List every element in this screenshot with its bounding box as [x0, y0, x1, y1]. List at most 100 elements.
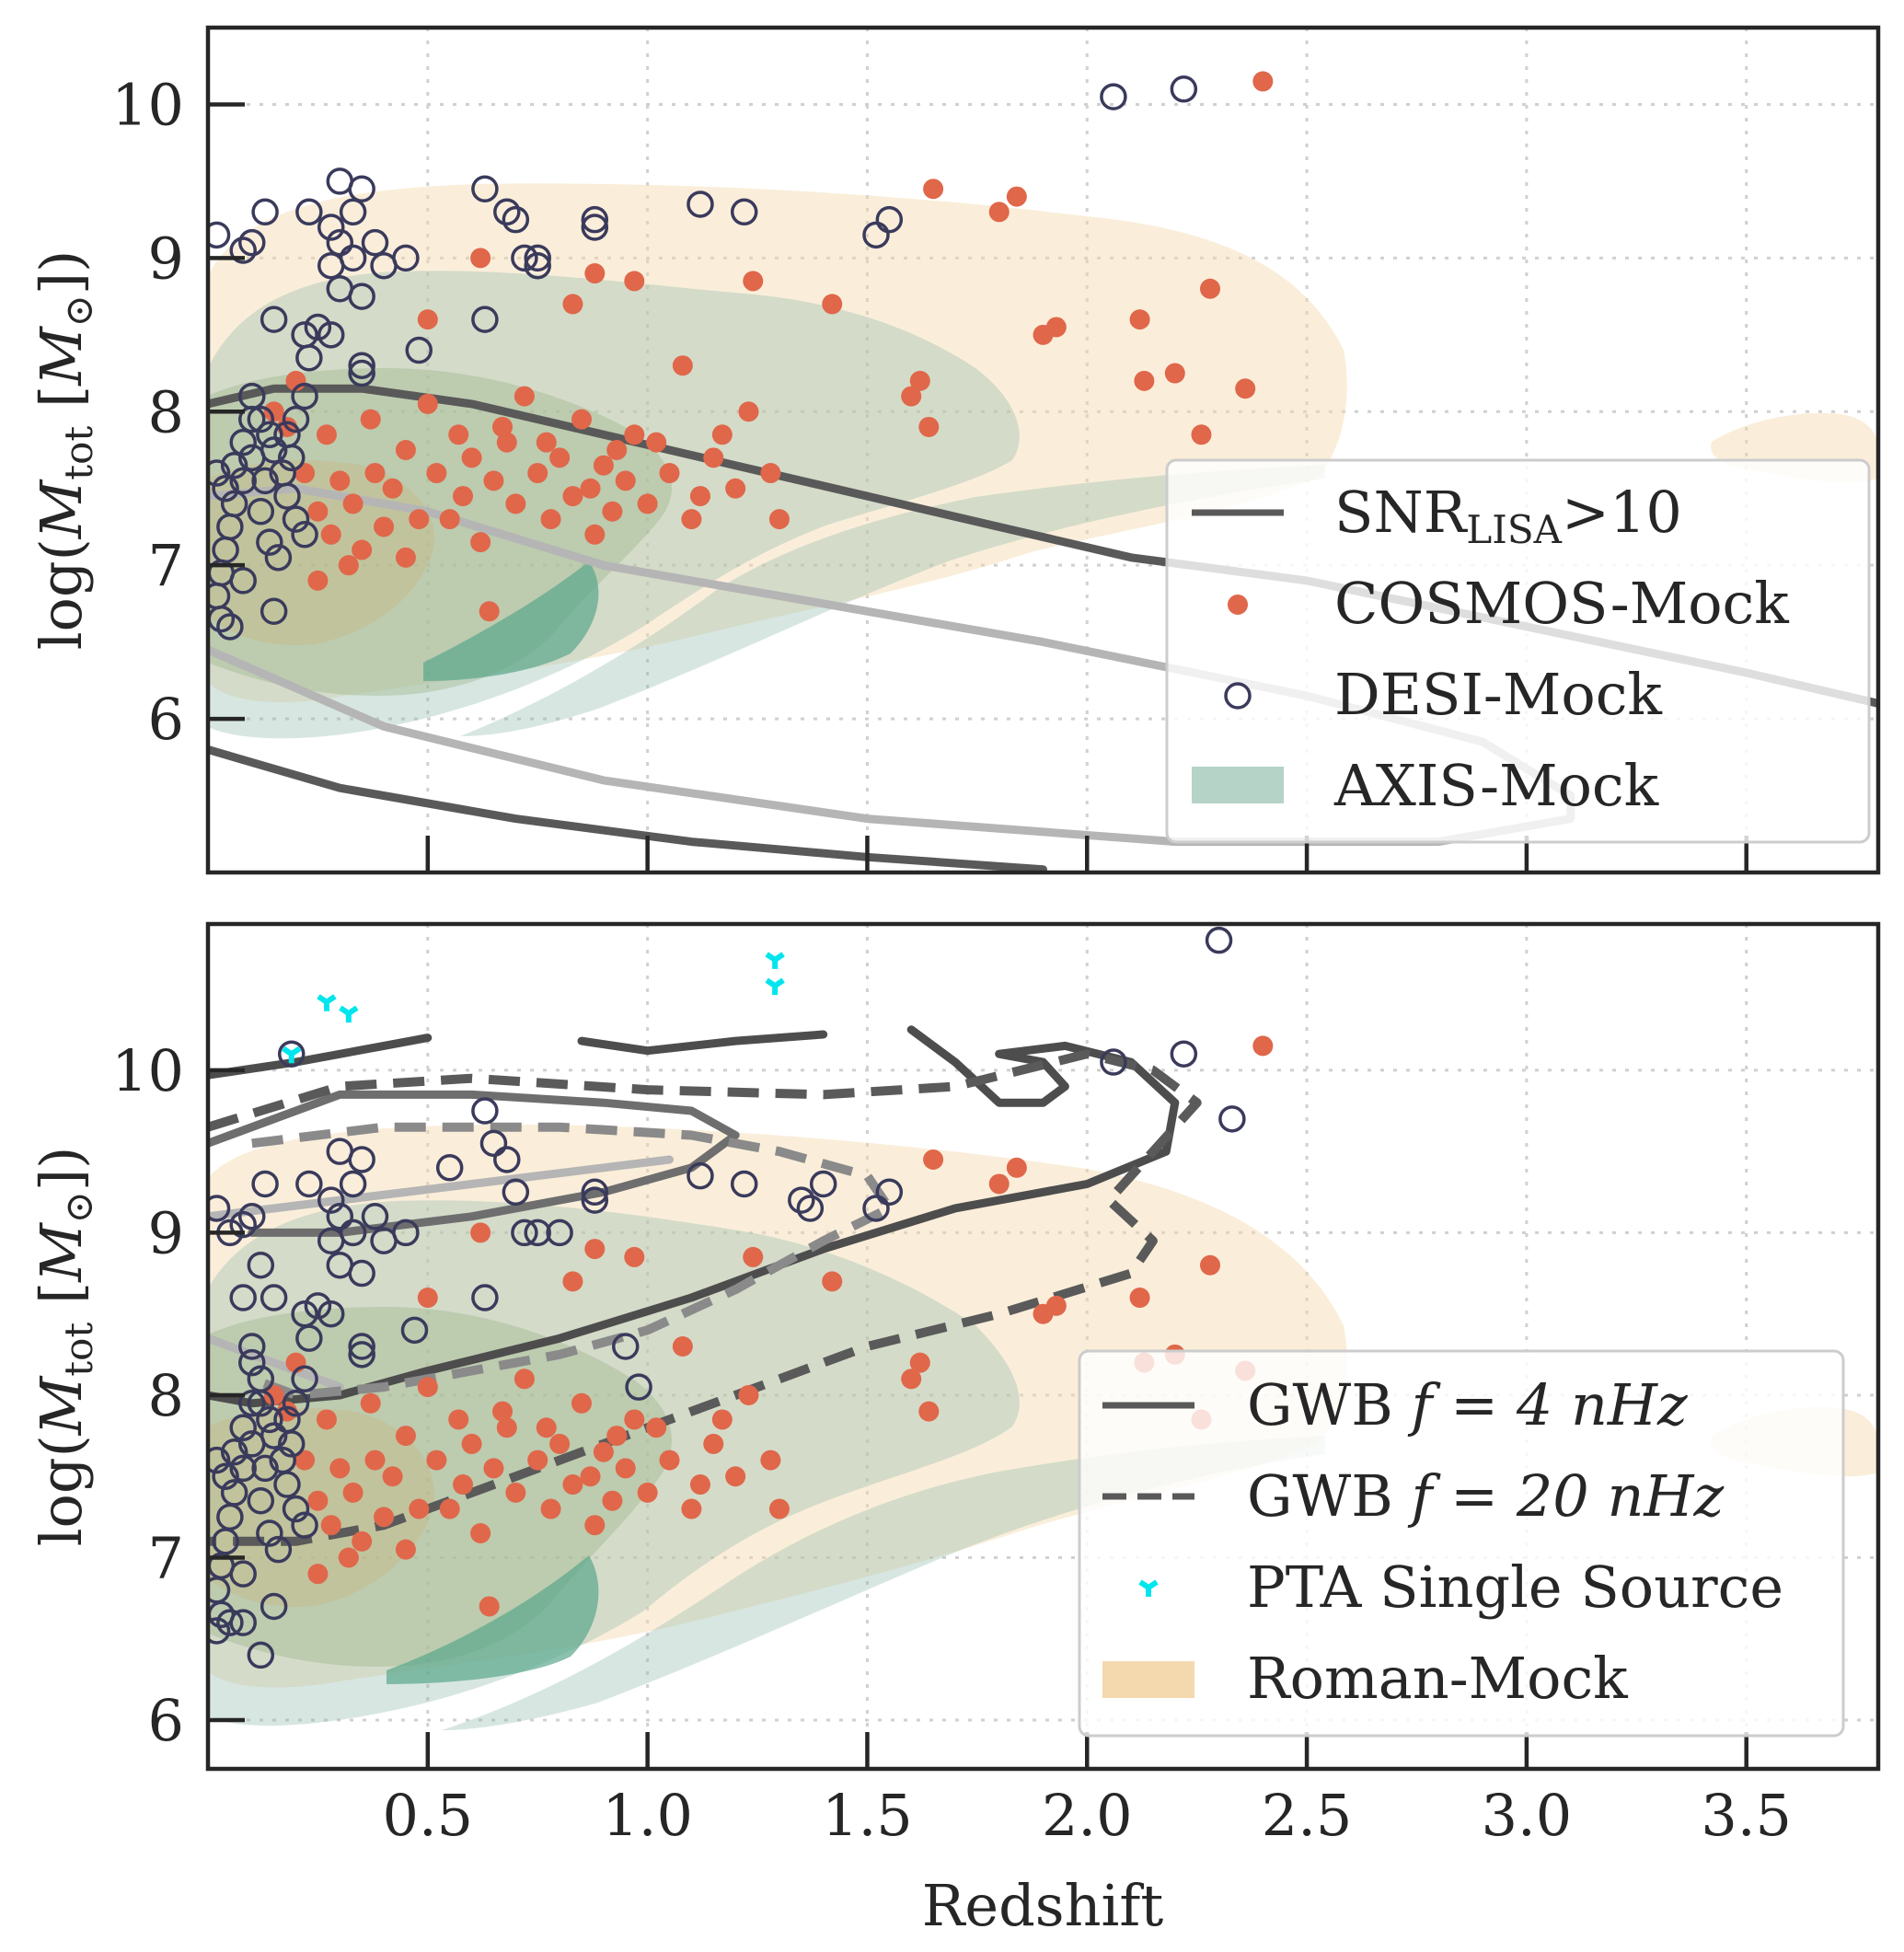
cosmos-point — [417, 1288, 438, 1309]
cosmos-point — [659, 1450, 680, 1471]
desi-point — [304, 313, 332, 341]
bottom-panel: 6 7 8 9 10 0.5 1.0 1.5 2.0 2.5 3.0 3.5 log(Mtot [M⊙… — [28, 921, 1881, 1939]
desi-point — [208, 459, 231, 487]
desi-point — [278, 444, 306, 472]
cosmos-point — [672, 1336, 693, 1357]
desi-point — [339, 198, 367, 226]
desi-point — [278, 1040, 306, 1068]
desi-point — [256, 528, 283, 556]
cosmos-point — [659, 463, 680, 484]
cosmos-point — [448, 1409, 469, 1430]
desi-point — [220, 1438, 248, 1466]
desi-point — [256, 421, 283, 449]
cosmos-point — [703, 1433, 724, 1454]
cosmos-point — [439, 509, 460, 530]
desi-point — [247, 1486, 275, 1515]
desi-point — [348, 359, 375, 387]
cosmos-point — [307, 570, 329, 591]
gwb-4nhz-contour — [208, 1034, 433, 1080]
desi-point — [208, 221, 231, 249]
desi-point — [282, 1495, 310, 1523]
bottom-axis-mock-lower-band — [442, 1436, 1325, 1730]
desi-point — [1100, 1048, 1127, 1076]
cosmos-point — [342, 493, 363, 514]
desi-point — [511, 1219, 538, 1247]
y-tick-label: 10 — [111, 1037, 184, 1104]
desi-point — [612, 1333, 640, 1360]
cosmos-point — [263, 1384, 284, 1405]
cosmos-point — [316, 424, 337, 445]
desi-point — [348, 1146, 375, 1173]
desi-point — [256, 1405, 283, 1434]
gwb-20nhz-contour — [208, 1049, 1202, 1546]
x-tick-label: 3.5 — [1701, 1782, 1792, 1849]
cosmos-point — [527, 1450, 548, 1471]
cosmos-point — [768, 1498, 790, 1519]
desi-point — [247, 1390, 275, 1417]
desi-point — [348, 1341, 375, 1369]
desi-point — [208, 1446, 231, 1474]
cosmos-point — [549, 1433, 571, 1454]
cosmos-point — [505, 493, 526, 514]
desi-point — [493, 1146, 521, 1173]
desi-point — [317, 321, 345, 349]
y-tick-label: 6 — [148, 1687, 184, 1754]
pta-marker-shape — [765, 952, 785, 969]
legend-cosmos-swatch — [1228, 595, 1248, 615]
desi-point — [1100, 83, 1127, 110]
desi-point — [247, 405, 275, 433]
desi-point — [264, 544, 293, 572]
desi-point — [317, 214, 345, 241]
legend-roman-label: Roman-Mock — [1247, 1645, 1628, 1712]
cosmos-point — [901, 1369, 922, 1390]
desi-point — [260, 597, 288, 626]
cosmos-point — [637, 1482, 658, 1503]
gwb-4nhz-contour — [208, 1025, 1180, 1408]
cosmos-point — [1045, 1295, 1067, 1316]
cosmos-point — [1006, 186, 1027, 207]
desi-point — [291, 521, 318, 549]
desi-point — [212, 474, 239, 502]
cosmos-point — [417, 309, 438, 330]
cosmos-point — [374, 516, 395, 537]
cosmos-point — [909, 1352, 930, 1373]
y-tick-label: 10 — [111, 71, 184, 138]
desi-point — [392, 1219, 420, 1247]
cosmos-point — [536, 432, 557, 453]
top-ticks: 6 7 8 9 10 — [111, 71, 1748, 872]
desi-point — [392, 244, 420, 272]
desi-point — [524, 251, 551, 280]
cosmos-point — [382, 478, 403, 499]
desi-point — [229, 428, 257, 456]
cosmos-point — [352, 1530, 373, 1552]
cosmos-point — [760, 463, 781, 484]
pta-marker-shape — [317, 994, 337, 1011]
cosmos-point — [562, 486, 583, 507]
cosmos-point — [1235, 378, 1256, 399]
cosmos-point — [1129, 309, 1150, 330]
desi-point — [238, 1348, 266, 1377]
top-y-axis-title: log(Mtot [M⊙]) — [28, 250, 101, 651]
cosmos-point — [602, 1490, 623, 1511]
cosmos-point — [909, 370, 930, 391]
bottom-legend: GWB f = 4 nHz GWB f = 20 nHz PTA Single … — [1078, 1349, 1845, 1738]
cosmos-point — [470, 1523, 491, 1544]
cosmos-point — [453, 1474, 474, 1496]
desi-point — [524, 244, 551, 272]
x-tick-label: 1.0 — [602, 1782, 693, 1849]
desi-point — [238, 1430, 266, 1458]
top-axis-mock-teal-band — [423, 561, 599, 681]
cosmos-point — [307, 501, 329, 522]
x-tick-label: 0.5 — [383, 1782, 474, 1849]
legend-gwb-4-label: GWB f = 4 nHz — [1247, 1371, 1688, 1438]
desi-point — [471, 1097, 499, 1125]
cosmos-point — [571, 1392, 592, 1414]
desi-point — [796, 1195, 825, 1222]
cosmos-point — [307, 1564, 329, 1585]
desi-point — [348, 1259, 375, 1288]
desi-point — [730, 198, 758, 226]
desi-point — [282, 405, 310, 433]
cosmos-point — [1200, 278, 1220, 299]
top-panel: 6 7 8 9 10 log(Mtot [M⊙]) SNRLISA>10 COSMOS-… — [28, 25, 1881, 875]
